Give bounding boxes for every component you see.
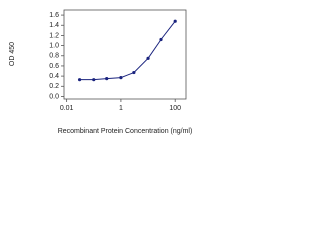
y-tick-label: 0.4 (49, 73, 59, 80)
y-axis-label: OD 450 (9, 42, 16, 66)
data-point (92, 78, 96, 82)
y-tick-label: 1.6 (49, 12, 59, 19)
x-tick-label: 1 (119, 105, 123, 112)
data-point (173, 19, 177, 23)
y-tick-label: 1.0 (49, 42, 59, 49)
data-point (77, 78, 82, 82)
plot-frame (63, 9, 187, 100)
chart: OD 450 Recombinant Protein Concentration… (9, 9, 193, 135)
x-tick-label: 0.01 (60, 105, 74, 112)
x-axis-label: Recombinant Protein Concentration (ng/ml… (58, 128, 193, 135)
data-point (119, 76, 123, 80)
y-tick-label: 0.6 (49, 63, 59, 70)
data-line (79, 20, 176, 81)
data-point (105, 77, 109, 81)
y-tick-label: 0.0 (49, 93, 59, 100)
y-tick-label: 1.2 (49, 32, 59, 39)
data-point (132, 70, 136, 75)
y-tick-label: 1.4 (49, 22, 59, 29)
y-tick-label: 0.8 (49, 53, 59, 60)
data-point (159, 37, 163, 42)
y-tick-label: 0.2 (49, 83, 59, 90)
data-point (146, 56, 150, 60)
x-tick-label: 100 (169, 105, 181, 112)
